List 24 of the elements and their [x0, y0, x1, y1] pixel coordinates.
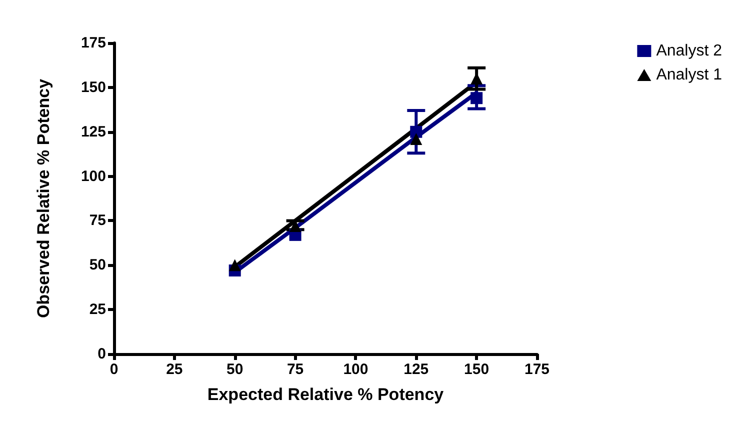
x-tick-label: 100 — [343, 361, 368, 378]
x-axis-title: Expected Relative % Potency — [207, 385, 444, 404]
x-tick-label: 150 — [464, 361, 490, 378]
legend-label: Analyst 1 — [656, 66, 722, 84]
point — [228, 259, 241, 272]
y-tick-label: 50 — [89, 256, 106, 274]
legend-label: Analyst 2 — [656, 42, 722, 60]
x-tick-label: 0 — [110, 361, 118, 378]
x-tick-label: 75 — [286, 361, 304, 378]
y-tick-label: 25 — [89, 301, 106, 318]
point — [470, 92, 483, 104]
point — [410, 126, 422, 138]
y-axis-title: Observed Relative % Potency — [34, 78, 53, 318]
x-tick-label: 125 — [404, 361, 429, 378]
x-tick-label: 50 — [226, 361, 244, 378]
point — [410, 132, 422, 145]
x-tick-label: 175 — [524, 361, 550, 378]
y-tick-label: 100 — [80, 168, 106, 185]
y-tick-label: 75 — [89, 212, 106, 230]
y-tick-label: 175 — [80, 34, 106, 52]
y-tick-label: 125 — [80, 123, 106, 140]
y-tick-label: 0 — [98, 346, 106, 362]
x-tick-label: 25 — [166, 361, 183, 378]
y-tick-label: 150 — [80, 78, 106, 96]
